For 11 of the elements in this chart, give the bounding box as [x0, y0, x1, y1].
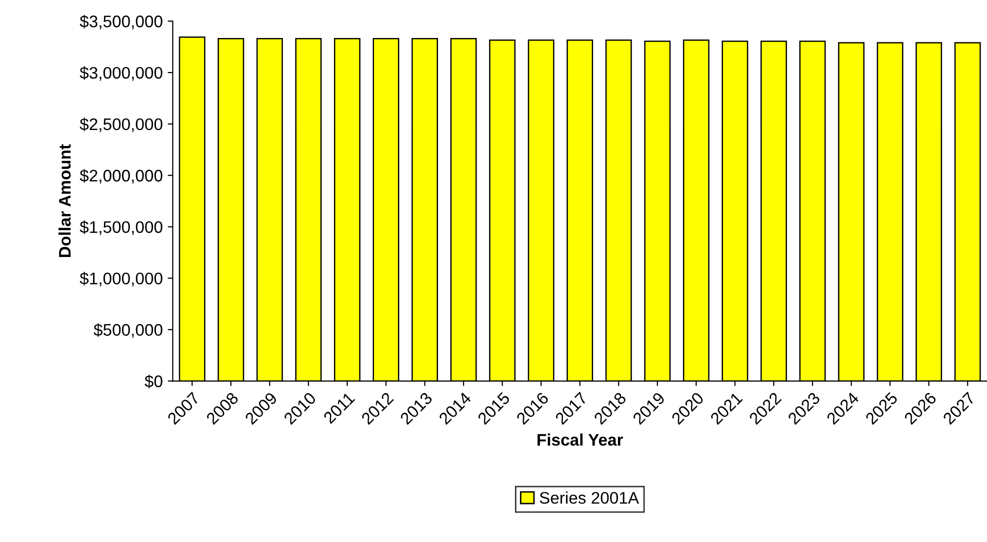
y-tick-label: $3,000,000 [80, 66, 162, 81]
y-tick-label: $1,000,000 [80, 272, 162, 286]
y-tick-label: $3,500,000 [80, 14, 162, 30]
y-tick-label: $2,500,000 [80, 118, 162, 132]
y-tick-label: $0 [144, 374, 162, 388]
y-axis-title: Dollar Amount [58, 144, 71, 258]
y-tick-label: $500,000 [94, 323, 162, 338]
x-axis-title: Fiscal Year [538, 434, 624, 446]
legend-label: Series 2001A [540, 492, 640, 504]
y-tick-label: $1,500,000 [80, 220, 162, 235]
y-tick-label: $2,000,000 [80, 169, 162, 184]
